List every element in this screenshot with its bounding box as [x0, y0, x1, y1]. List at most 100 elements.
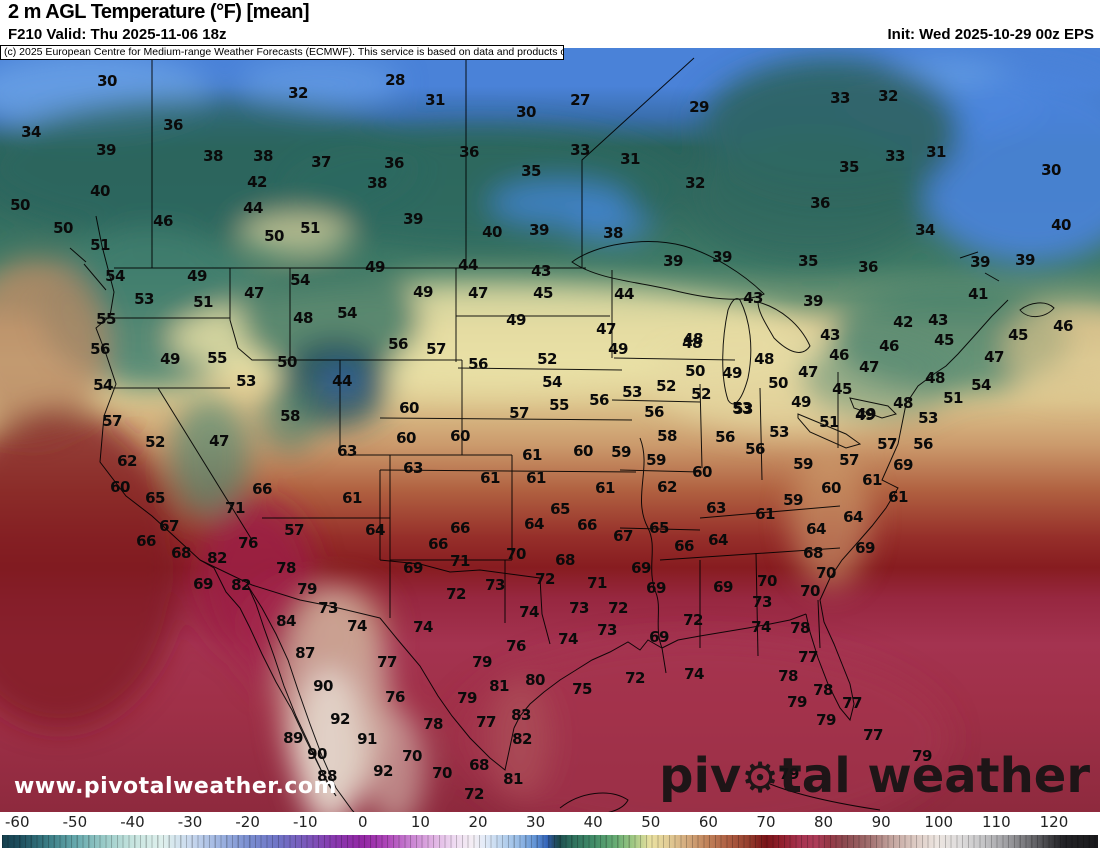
temp-label: 37 [311, 153, 331, 171]
temp-label: 60 [450, 427, 470, 445]
temp-label: 57 [877, 435, 897, 453]
temp-label: 64 [843, 508, 863, 526]
temp-label: 40 [1051, 216, 1071, 234]
temp-label: 34 [915, 221, 935, 239]
temp-label: 78 [778, 667, 798, 685]
temp-label: 56 [644, 403, 664, 421]
temp-label: 79 [779, 765, 799, 783]
temp-label: 50 [264, 227, 284, 245]
temp-label: 63 [706, 499, 726, 517]
temp-label: 58 [280, 407, 300, 425]
map-canvas[interactable]: 30 32 34 36 39 38 38 37 38 40 42 44 46 50 50 51 50 51 49 54… [0, 48, 1100, 812]
temp-label: 53 [134, 290, 154, 308]
temp-label: 74 [558, 630, 578, 648]
temp-label: 56 [90, 340, 110, 358]
temp-label: 36 [858, 258, 878, 276]
temp-label: 69 [713, 578, 733, 596]
temp-label: 60 [573, 442, 593, 460]
temp-label: 75 [572, 680, 592, 698]
temp-label: 51 [819, 413, 839, 431]
temp-label: 59 [611, 443, 631, 461]
temp-label: 56 [388, 335, 408, 353]
border-lines [69, 56, 1055, 812]
temp-label: 91 [357, 730, 377, 748]
temp-label: 53 [236, 372, 256, 390]
temp-label: 36 [810, 194, 830, 212]
colorbar-tick-label: 120 [1039, 813, 1069, 831]
temp-label: 38 [253, 147, 273, 165]
temp-label: 87 [295, 644, 315, 662]
temp-label: 79 [457, 689, 477, 707]
temp-label: 73 [597, 621, 617, 639]
temp-label: 77 [476, 713, 496, 731]
temp-label: 39 [663, 252, 683, 270]
temp-label: 59 [646, 451, 666, 469]
colorbar-tick-label: 110 [982, 813, 1011, 831]
temp-label: 69 [631, 559, 651, 577]
temp-label: 50 [685, 362, 705, 380]
temp-label: 57 [839, 451, 859, 469]
temp-label: 64 [708, 531, 728, 549]
temp-label: 36 [163, 116, 183, 134]
temp-label: 77 [377, 653, 397, 671]
temp-label: 45 [1008, 326, 1028, 344]
temp-label: 73 [752, 593, 772, 611]
temp-label: 72 [464, 785, 484, 803]
colorbar-tick-label: -50 [62, 813, 88, 831]
temp-label: 66 [136, 532, 156, 550]
temp-label: 57 [509, 404, 529, 422]
temp-label: 57 [426, 340, 446, 358]
temp-label: 50 [10, 196, 30, 214]
temp-label: 74 [751, 618, 771, 636]
temp-label: 69 [855, 539, 875, 557]
temp-label: 63 [337, 442, 357, 460]
temp-label: 49 [413, 283, 433, 301]
temp-label: 81 [503, 770, 523, 788]
temp-label: 39 [96, 141, 116, 159]
temp-label: 56 [589, 391, 609, 409]
temp-label: 79 [816, 711, 836, 729]
temp-label: 72 [535, 570, 555, 588]
temp-label: 79 [297, 580, 317, 598]
temp-label: 46 [153, 212, 173, 230]
temp-label: 50 [277, 353, 297, 371]
temp-label: 53 [769, 423, 789, 441]
temp-label: 29 [689, 98, 709, 116]
colorbar-tick-label: 80 [814, 813, 834, 831]
temp-label: 53 [732, 399, 752, 417]
temp-label: 76 [385, 688, 405, 706]
brand-watermark: piv⚙tal weather [659, 748, 1090, 804]
colorbar-tick-label: 40 [583, 813, 603, 831]
temp-label: 52 [691, 385, 711, 403]
temp-label: 69 [403, 559, 423, 577]
temp-label: 39 [803, 292, 823, 310]
temp-label: 32 [878, 87, 898, 105]
temp-label: 48 [682, 334, 702, 352]
temp-label: 44 [243, 199, 263, 217]
temp-label: 48 [925, 369, 945, 387]
temp-label: 42 [247, 173, 267, 191]
temp-label: 73 [318, 599, 338, 617]
temp-label: 68 [555, 551, 575, 569]
temp-label: 68 [171, 544, 191, 562]
temp-label: 35 [521, 162, 541, 180]
temp-label: 74 [519, 603, 539, 621]
temp-label: 82 [512, 730, 532, 748]
temp-label: 59 [793, 455, 813, 473]
temp-label: 89 [283, 729, 303, 747]
colorbar-bar [2, 835, 1098, 848]
temp-label: 77 [863, 726, 883, 744]
temp-label: 80 [525, 671, 545, 689]
temp-label: 67 [159, 517, 179, 535]
temp-label: 82 [207, 549, 227, 567]
temp-label: 54 [93, 376, 113, 394]
temp-label: 76 [238, 534, 258, 552]
temp-label: 56 [468, 355, 488, 373]
temp-label: 90 [307, 745, 327, 763]
temp-label: 61 [342, 489, 362, 507]
temp-label: 35 [839, 158, 859, 176]
temp-label: 49 [187, 267, 207, 285]
temp-label: 51 [943, 389, 963, 407]
temp-label: 70 [402, 747, 422, 765]
temp-label: 60 [396, 429, 416, 447]
